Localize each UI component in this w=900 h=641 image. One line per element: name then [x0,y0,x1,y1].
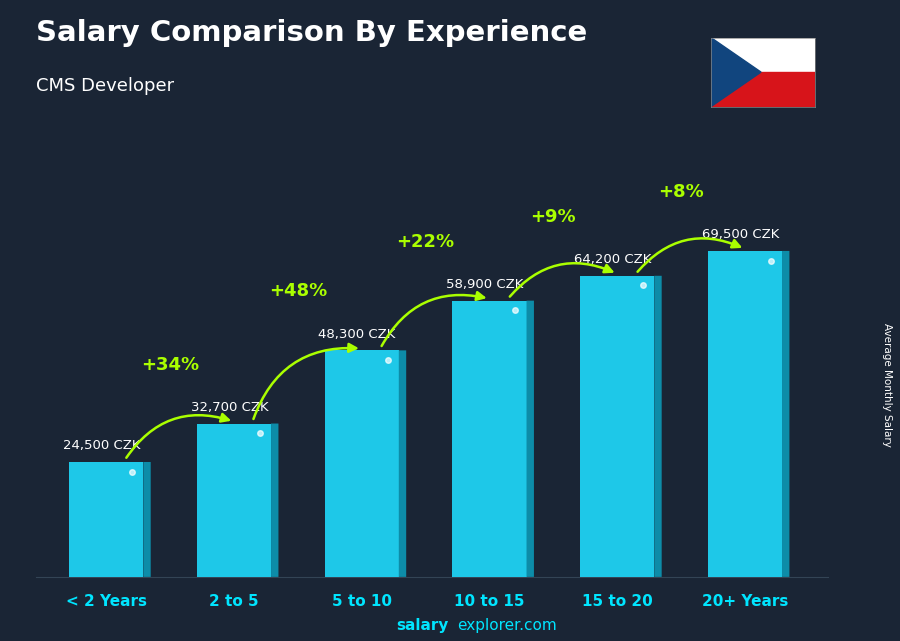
Text: 32,700 CZK: 32,700 CZK [191,401,268,414]
Text: 64,200 CZK: 64,200 CZK [574,253,652,266]
Text: Salary Comparison By Experience: Salary Comparison By Experience [36,19,587,47]
FancyBboxPatch shape [708,251,782,577]
Text: 48,300 CZK: 48,300 CZK [319,328,396,341]
Text: +8%: +8% [658,183,704,201]
Bar [711,38,814,72]
Text: +9%: +9% [530,208,576,226]
Text: 69,500 CZK: 69,500 CZK [701,228,778,241]
Text: explorer.com: explorer.com [457,618,557,633]
FancyBboxPatch shape [325,351,399,577]
FancyBboxPatch shape [69,462,143,577]
Polygon shape [782,251,789,577]
Text: salary: salary [396,618,448,633]
Bar [711,72,814,106]
FancyBboxPatch shape [580,276,654,577]
Text: Average Monthly Salary: Average Monthly Salary [881,322,892,447]
Polygon shape [526,301,534,577]
Polygon shape [143,462,150,577]
Text: 58,900 CZK: 58,900 CZK [446,278,524,291]
Polygon shape [271,424,278,577]
Text: 24,500 CZK: 24,500 CZK [63,439,140,453]
Text: CMS Developer: CMS Developer [36,77,174,95]
Text: +34%: +34% [141,356,199,374]
FancyBboxPatch shape [453,301,526,577]
FancyBboxPatch shape [197,424,271,577]
Polygon shape [711,38,761,106]
Polygon shape [654,276,662,577]
Polygon shape [399,351,406,577]
Text: +22%: +22% [397,233,454,251]
Text: +48%: +48% [269,283,327,301]
